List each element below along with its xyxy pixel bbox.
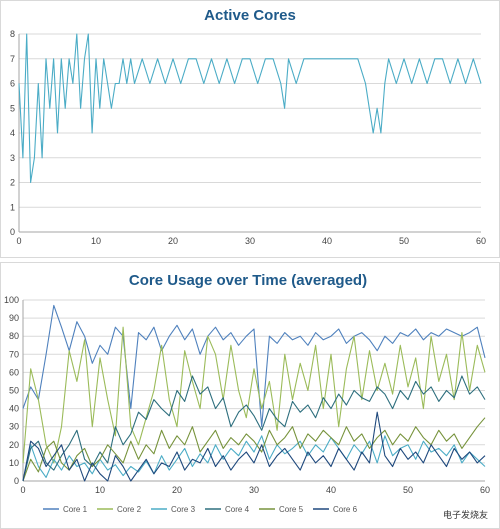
y-tick-label: 50 (9, 386, 19, 396)
active-cores-chart: Active Cores 0 1 2 3 4 5 6 7 8 0 10 20 30 40 50 60 (0, 0, 500, 258)
x-tick-label: 50 (403, 485, 413, 495)
x-tick-label: 0 (20, 485, 25, 495)
legend-label: Core 5 (279, 505, 304, 514)
core-usage-chart: Core Usage over Time (averaged) 0 10 20 30 4… (0, 262, 500, 529)
y-tick-label: 70 (9, 349, 19, 359)
chart-title: Core Usage over Time (averaged) (129, 272, 367, 289)
y-tick-label: 100 (4, 295, 19, 305)
series-line-core-3 (22, 435, 486, 482)
y-tick-label: 8 (10, 29, 15, 39)
x-tick-label: 20 (172, 485, 182, 495)
series-line-0 (18, 33, 482, 184)
y-tick-label: 3 (10, 153, 15, 163)
legend-label: Core 1 (63, 505, 88, 514)
chart-title: Active Cores (204, 7, 296, 24)
y-tick-label: 20 (9, 440, 19, 450)
y-tick-label: 30 (9, 422, 19, 432)
y-tick-label: 40 (9, 404, 19, 414)
y-tick-label: 4 (10, 128, 15, 138)
x-tick-label: 40 (326, 485, 336, 495)
y-tick-label: 0 (14, 476, 19, 486)
y-tick-label: 80 (9, 331, 19, 341)
x-tick-label: 10 (95, 485, 105, 495)
x-tick-label: 40 (322, 236, 332, 246)
y-tick-label: 6 (10, 79, 15, 89)
series-line-core-1 (22, 304, 486, 428)
legend-label: Core 4 (225, 505, 250, 514)
x-tick-label: 30 (249, 485, 259, 495)
x-tick-label: 20 (168, 236, 178, 246)
y-tick-label: 0 (10, 227, 15, 237)
series-line-core-5 (22, 417, 486, 482)
core-usage-svg: Core Usage over Time (averaged) 0 10 20 30 4… (4, 272, 490, 514)
y-tick-label: 90 (9, 313, 19, 323)
y-tick-label: 2 (10, 178, 15, 188)
x-tick-label: 60 (480, 485, 490, 495)
series-line-core-6 (22, 411, 486, 482)
y-tick-label: 60 (9, 367, 19, 377)
y-tick-label: 7 (10, 54, 15, 64)
active-cores-svg: Active Cores 0 1 2 3 4 5 6 7 8 0 10 20 30 40 50 60 (10, 7, 486, 246)
y-tick-label: 5 (10, 103, 15, 113)
y-tick-label: 1 (10, 202, 15, 212)
watermark-text: 电子发烧友 (439, 507, 491, 522)
x-tick-label: 0 (16, 236, 21, 246)
series-line-core-4 (22, 375, 486, 482)
x-tick-label: 60 (476, 236, 486, 246)
legend-label: Core 3 (171, 505, 196, 514)
x-tick-label: 30 (245, 236, 255, 246)
x-tick-label: 50 (399, 236, 409, 246)
series-line-core-2 (22, 326, 486, 464)
legend-label: Core 2 (117, 505, 142, 514)
y-tick-label: 10 (9, 458, 19, 468)
legend-label: Core 6 (333, 505, 358, 514)
x-tick-label: 10 (91, 236, 101, 246)
